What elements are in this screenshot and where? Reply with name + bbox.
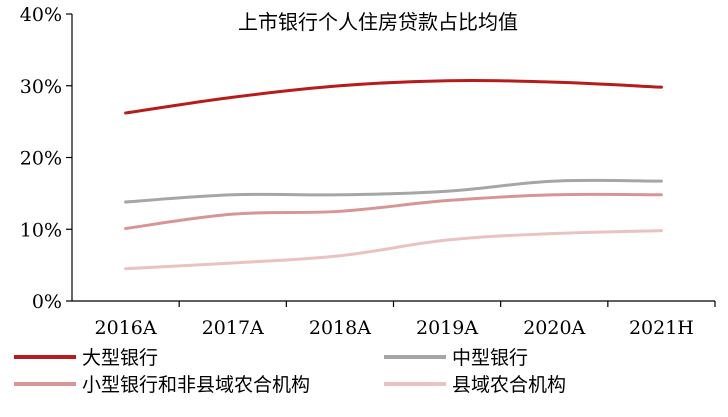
data-point: [231, 96, 234, 99]
y-tick-label: 30%: [20, 76, 62, 98]
data-point: [124, 200, 127, 203]
data-point: [124, 112, 127, 115]
x-tick-label: 2019A: [416, 317, 478, 339]
y-axis-ticks: 0% 10% 20% 30% 40%: [20, 4, 72, 313]
legend-label: 大型银行: [82, 347, 158, 369]
data-point: [446, 199, 449, 202]
data-point: [124, 267, 127, 270]
data-point: [124, 227, 127, 230]
data-point: [338, 84, 341, 87]
data-point: [553, 193, 556, 196]
data-point: [660, 180, 663, 183]
y-tick-label: 10%: [20, 219, 62, 241]
data-point: [446, 239, 449, 242]
data-point: [338, 210, 341, 213]
data-point: [231, 193, 234, 196]
series-lines: [124, 79, 663, 271]
legend-label: 县域农合机构: [452, 374, 566, 396]
x-tick-label: 2017A: [202, 317, 264, 339]
data-point: [660, 193, 663, 196]
y-tick-label: 40%: [20, 4, 62, 26]
data-point: [553, 232, 556, 235]
series-line-2: [124, 192, 663, 231]
legend-label: 小型银行和非县域农合机构: [82, 374, 310, 396]
data-point: [660, 229, 663, 232]
data-point: [446, 190, 449, 193]
x-tick-label: 2018A: [309, 317, 371, 339]
x-tick-label: 2021H: [629, 317, 694, 339]
data-point: [338, 193, 341, 196]
y-tick-label: 0%: [32, 291, 62, 313]
series-line-1: [124, 178, 663, 204]
data-point: [553, 180, 556, 183]
data-point: [446, 79, 449, 82]
x-tick-label: 2016A: [95, 317, 157, 339]
chart-title: 上市银行个人住房贷款占比均值: [238, 10, 518, 34]
data-point: [553, 81, 556, 84]
data-point: [338, 254, 341, 257]
data-point: [231, 261, 234, 264]
series-line-0: [124, 79, 663, 115]
x-tick-label: 2020A: [523, 317, 585, 339]
data-point: [231, 213, 234, 216]
series-line-3: [124, 229, 663, 271]
data-point: [660, 86, 663, 89]
y-tick-label: 20%: [20, 148, 62, 170]
legend-label: 中型银行: [452, 347, 528, 369]
x-axis-ticks: 2016A 2017A 2018A 2019A 2020A 2021H: [95, 301, 716, 339]
